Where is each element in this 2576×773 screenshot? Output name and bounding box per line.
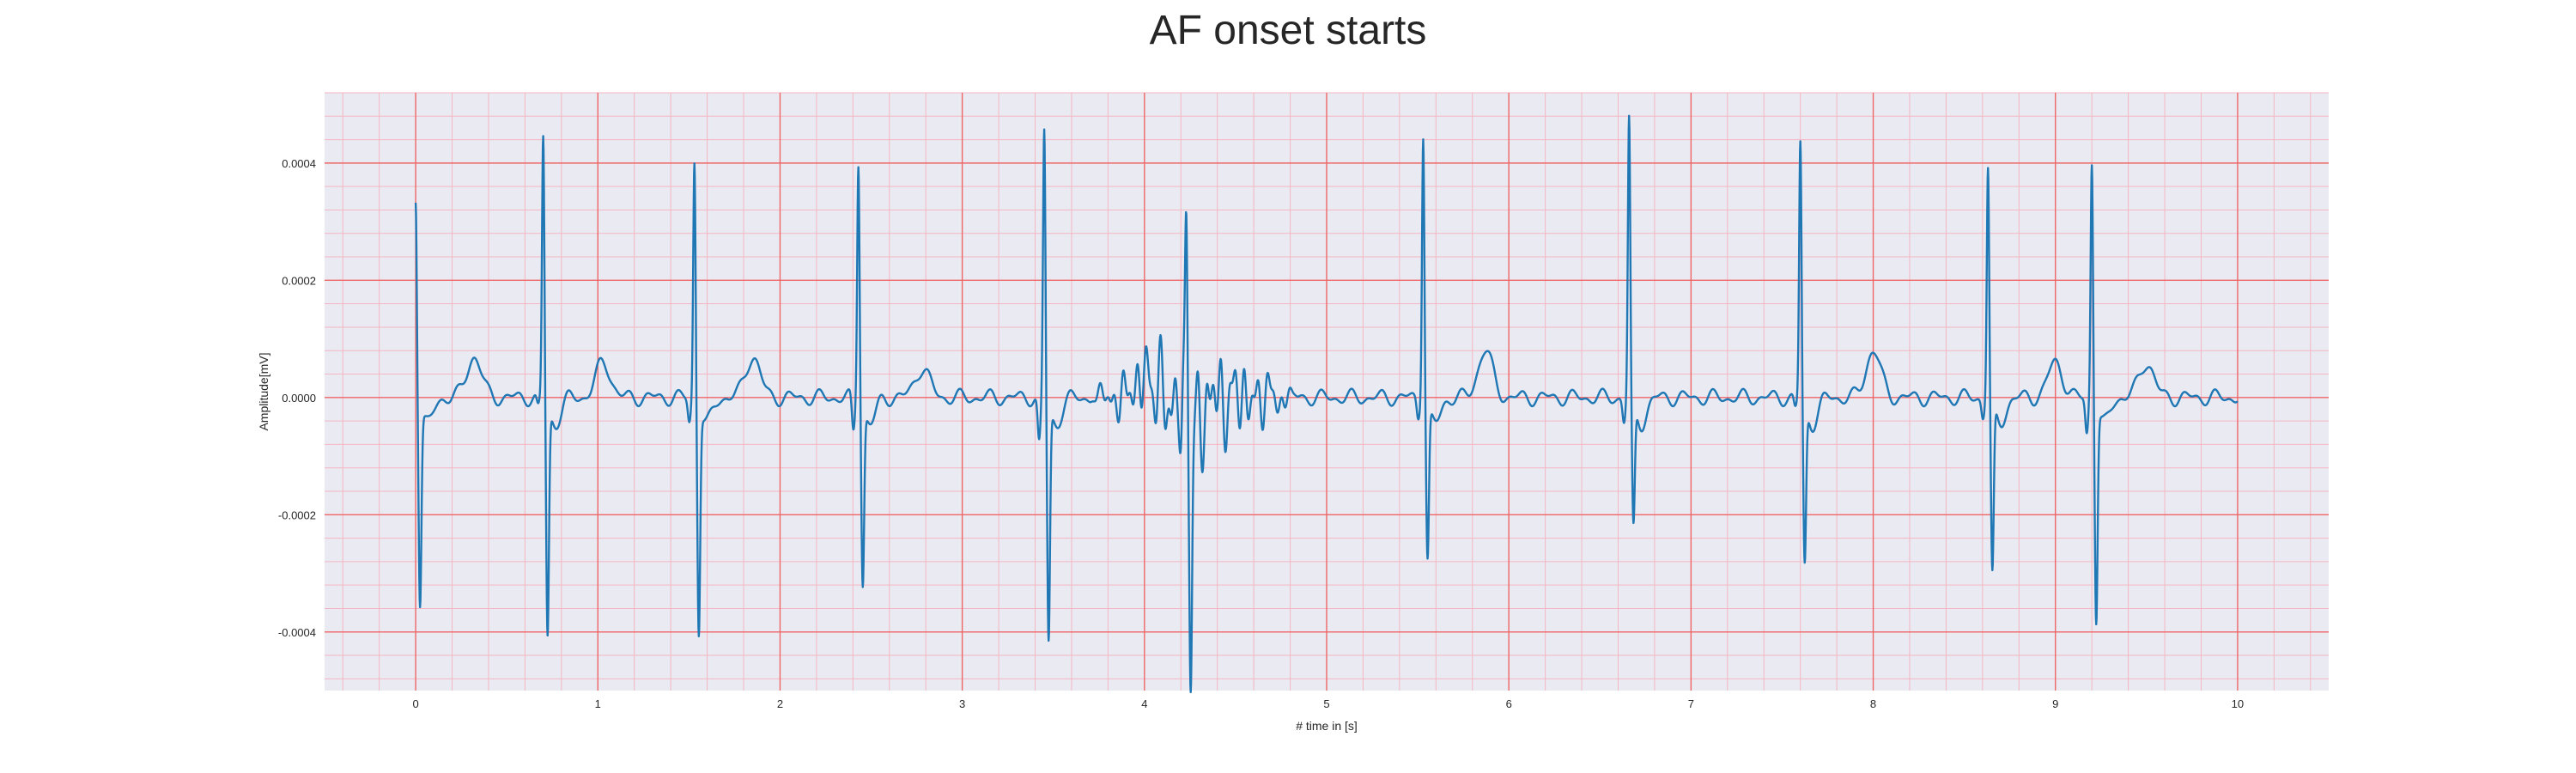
ecg-series-line bbox=[414, 114, 2239, 694]
x-tick-label: 5 bbox=[1323, 697, 1329, 710]
x-axis-label: # time in [s] bbox=[1296, 719, 1358, 733]
y-tick-label: 0.0000 bbox=[282, 392, 316, 405]
y-tick-labels: -0.0004 -0.0002 0.0000 0.0002 0.0004 bbox=[278, 157, 316, 639]
x-tick-label: 2 bbox=[777, 697, 783, 710]
chart-title: AF onset starts bbox=[1149, 8, 1427, 53]
x-tick-label: 0 bbox=[412, 697, 418, 710]
x-tick-label: 4 bbox=[1141, 697, 1147, 710]
y-axis-label: Amplitude[mV] bbox=[257, 352, 270, 430]
y-tick-label: 0.0002 bbox=[282, 274, 316, 287]
x-tick-label: 7 bbox=[1688, 697, 1694, 710]
x-tick-label: 8 bbox=[1870, 697, 1876, 710]
y-tick-label: -0.0004 bbox=[278, 626, 316, 639]
x-tick-label: 10 bbox=[2232, 697, 2244, 710]
x-tick-label: 6 bbox=[1506, 697, 1512, 710]
x-tick-label: 1 bbox=[595, 697, 601, 710]
x-tick-labels: 0 1 2 3 4 5 6 7 8 9 10 bbox=[412, 697, 2244, 710]
y-tick-label: 0.0004 bbox=[282, 157, 316, 170]
y-tick-label: -0.0002 bbox=[278, 508, 316, 521]
x-tick-label: 3 bbox=[959, 697, 965, 710]
x-tick-label: 9 bbox=[2052, 697, 2058, 710]
